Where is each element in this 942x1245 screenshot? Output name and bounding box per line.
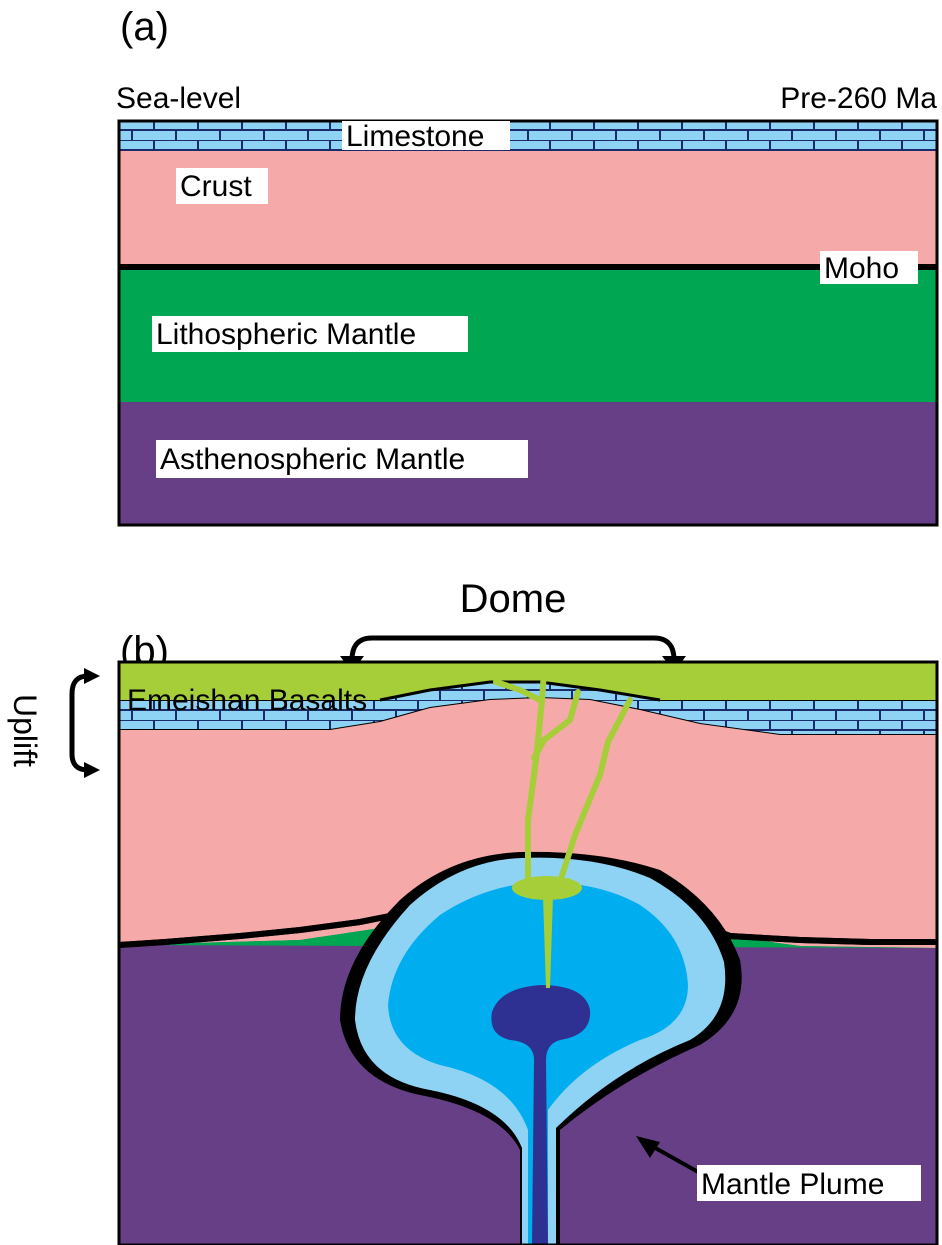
panel-a-age-label: Pre-260 Ma (780, 82, 937, 115)
panel-a-labels: Limestone Crust Moho Lithospheric Mantle… (152, 120, 918, 478)
dome-label: Dome (460, 577, 567, 621)
uplift-arrow (69, 668, 100, 778)
mantle-plume-label: Mantle Plume (701, 1168, 884, 1201)
emeishan-basalts-label: Emeishan Basalts (127, 684, 367, 717)
crust-label: Crust (180, 170, 252, 203)
moho-label: Moho (824, 252, 899, 285)
panel-a-frame (117, 119, 939, 527)
plume-core (491, 985, 591, 1245)
sea-level-label: Sea-level (116, 82, 241, 115)
panel-a-label: (a) (120, 5, 169, 49)
panel-b-section (119, 662, 937, 1245)
dome-arrow (349, 635, 677, 661)
lithospheric-mantle-label: Lithospheric Mantle (156, 318, 416, 351)
limestone-label: Limestone (346, 120, 484, 153)
magma-chamber (512, 876, 582, 900)
asthenospheric-mantle-label: Asthenospheric Mantle (160, 443, 465, 476)
limestone-layer-a (119, 121, 937, 151)
panel-b-frame (117, 660, 939, 1245)
uplift-label: Uplift (7, 694, 43, 767)
dikes (493, 669, 633, 885)
feeder-conduit (543, 896, 553, 988)
panel-a-section (117, 119, 939, 527)
basalt-base-line (379, 680, 661, 702)
